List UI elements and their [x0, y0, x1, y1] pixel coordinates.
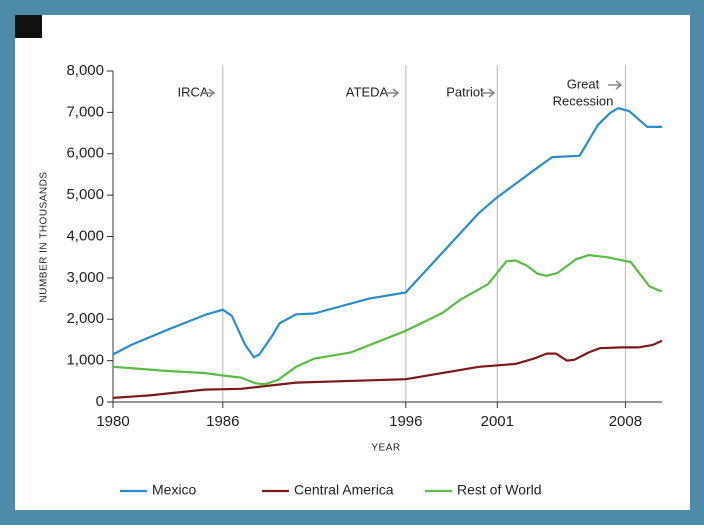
x-tick-label: 2008: [609, 413, 642, 430]
annotation: IRCA: [177, 84, 208, 99]
annotation: ATEDA: [346, 84, 389, 99]
legend-label: Central America: [294, 482, 394, 498]
y-tick-label: 7,000: [66, 103, 104, 120]
arrow: [481, 88, 496, 98]
y-tick-label: 3,000: [66, 269, 104, 286]
panel: [15, 15, 690, 510]
y-tick-label: 2,000: [66, 310, 104, 327]
x-axis-title: YEAR: [371, 443, 400, 454]
series-line: [112, 254, 663, 386]
corner-block: [15, 15, 42, 38]
arrow: [201, 88, 216, 98]
y-tick-label: 6,000: [66, 145, 104, 162]
x-tick-label: 2001: [481, 413, 514, 430]
x-tick-label: 1986: [206, 413, 239, 430]
y-tick-label: 5,000: [66, 186, 104, 203]
series-line: [112, 339, 663, 399]
arrow: [385, 88, 400, 98]
series-line: [112, 107, 662, 359]
x-tick-label: 1996: [389, 413, 422, 430]
arrow: [608, 80, 623, 90]
legend-label: Rest of World: [457, 482, 542, 498]
y-axis-title: NUMBER IN THOUSANDS: [39, 172, 50, 303]
y-tick-label: 4,000: [66, 227, 104, 244]
y-tick-label: 0: [96, 393, 104, 410]
x-tick-label: 1980: [96, 413, 129, 430]
y-tick-label: 8,000: [66, 62, 104, 79]
annotation: Recession: [553, 93, 614, 108]
annotation: Great: [567, 76, 600, 91]
annotation: Patriot: [446, 84, 484, 99]
legend-label: Mexico: [152, 482, 197, 498]
y-tick-label: 1,000: [66, 352, 104, 369]
